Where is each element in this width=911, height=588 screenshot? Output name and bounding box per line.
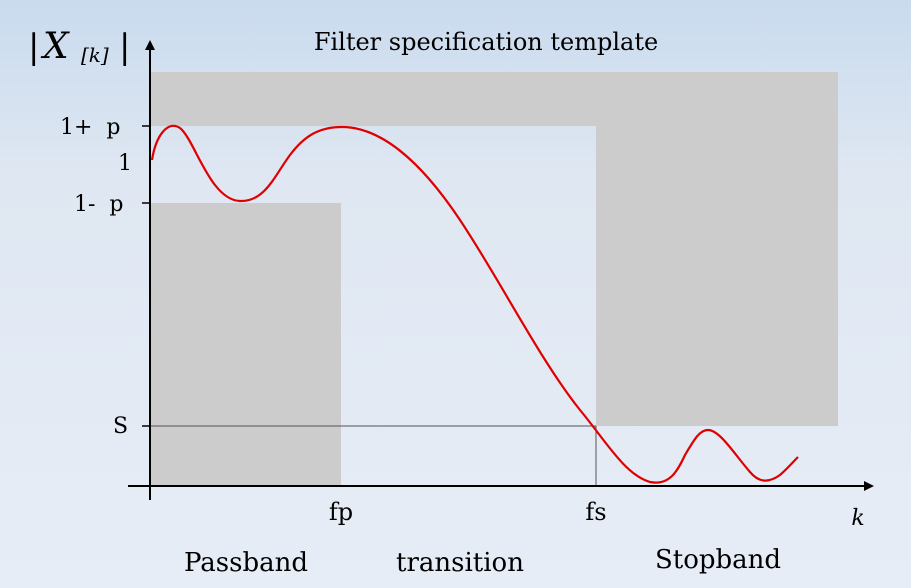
diagram-title: Filter specification template: [314, 28, 658, 56]
frequency-response-curve: [150, 124, 799, 484]
fs-label: fs: [585, 498, 606, 526]
passband-upper-forbidden-region: [150, 72, 838, 426]
stopband-level-label: S: [113, 414, 128, 439]
passband-lower-forbidden-region: [150, 203, 341, 486]
stopband-label: Stopband: [655, 545, 781, 575]
transition-label: transition: [396, 548, 524, 578]
y-axis-label-subscript: [k]: [81, 43, 109, 67]
lower-tolerance-label: 1- p: [74, 192, 124, 217]
unity-gain-label: 1: [118, 151, 132, 176]
y-axis-label-letter: X: [40, 26, 70, 67]
fp-label: fp: [329, 498, 353, 526]
x-axis-label: k: [851, 506, 864, 531]
upper-tolerance-label: 1+ p: [60, 115, 121, 140]
y-axis-label-bar-right: |: [119, 27, 130, 67]
passband-label: Passband: [184, 548, 308, 578]
y-axis-label-bar-left: |: [28, 27, 39, 67]
